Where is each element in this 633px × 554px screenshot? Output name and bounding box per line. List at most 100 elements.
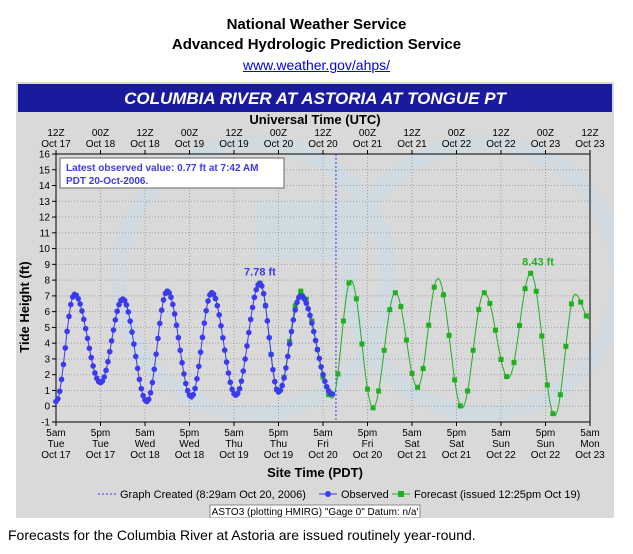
hydrograph-panel: COLUMBIA RIVER AT ASTORIA AT TONGUE PT U…: [16, 82, 614, 518]
forecast-point: [568, 301, 574, 307]
x-tick-label: 5pm: [358, 428, 377, 439]
observed-point: [175, 334, 182, 341]
observed-point: [99, 378, 106, 384]
x-tick-label: Oct 18: [175, 450, 205, 461]
legend: Graph Created (8:29am Oct 20, 2006) Obse…: [98, 489, 580, 518]
y-tick-label: -1: [41, 418, 50, 429]
top-tick-label: Oct 22: [442, 139, 472, 150]
forecast-point: [517, 323, 523, 329]
x-tick-label: Oct 19: [219, 450, 249, 461]
x-axis-label: Site Time (PDT): [267, 465, 363, 480]
forecast-point: [522, 286, 528, 292]
forecast-point: [457, 403, 463, 409]
y-tick-label: 1: [44, 386, 50, 397]
top-tick-label: Oct 19: [219, 139, 249, 150]
x-tick-label: 5pm: [180, 428, 199, 439]
forecast-point: [292, 303, 298, 309]
observed-point: [244, 343, 250, 349]
forecast-point: [476, 307, 482, 313]
forecast-point: [387, 307, 393, 313]
observed-point: [283, 365, 289, 371]
x-tick-label: Mon: [580, 439, 599, 450]
observed-point: [309, 320, 315, 326]
top-tick-label: Oct 18: [130, 139, 160, 150]
observed-point: [153, 351, 159, 357]
x-tick-label: Wed: [179, 439, 199, 450]
forecast-point: [511, 360, 517, 366]
y-tick-label: 2: [44, 370, 50, 381]
forecast-point: [528, 270, 534, 276]
observed-point: [318, 364, 324, 370]
observed-point: [75, 295, 82, 302]
top-tick-label: Oct 21: [353, 139, 383, 150]
observed-point: [145, 396, 152, 403]
top-tick-label: 12Z: [47, 128, 64, 139]
latest-observed-box: [59, 157, 285, 189]
x-tick-label: 5pm: [536, 428, 555, 439]
forecast-point: [365, 386, 370, 392]
observed-point: [134, 365, 141, 372]
forecast-point: [370, 405, 376, 411]
x-tick-label: Sun: [492, 439, 510, 450]
observed-point: [60, 361, 67, 368]
observed-point: [192, 385, 198, 392]
observed-point: [105, 358, 111, 365]
observed-point: [127, 318, 133, 324]
y-tick-label: 14: [39, 181, 51, 192]
top-tick-label: 00Z: [359, 128, 376, 139]
top-tick-label: Oct 20: [308, 139, 338, 150]
top-tick-label: Oct 20: [264, 139, 294, 150]
y-tick-label: 16: [39, 150, 51, 161]
y-tick-label: 4: [44, 339, 50, 350]
observed-point: [294, 299, 300, 306]
observed-point: [266, 334, 273, 341]
top-tick-label: Oct 22: [486, 139, 516, 150]
observed-point: [114, 308, 120, 315]
forecast-point: [481, 290, 487, 296]
observed-point: [227, 379, 234, 386]
observed-point: [240, 368, 247, 374]
peak-annotation: 7.78 ft: [244, 267, 276, 279]
station-info: ASTO3 (plotting HMIRG) "Gage 0" Datum: n…: [212, 507, 419, 518]
latest-observed-text: PDT 20-Oct-2006.: [66, 176, 148, 187]
forecast-point: [492, 327, 498, 333]
x-tick-label: Oct 22: [531, 450, 561, 461]
observed-point: [284, 353, 291, 360]
forecast-point: [420, 366, 426, 372]
y-tick-label: 10: [39, 244, 51, 255]
forecast-point: [446, 332, 452, 338]
observed-point: [201, 320, 208, 326]
top-tick-label: 00Z: [92, 128, 109, 139]
top-tick-label: Oct 23: [531, 139, 561, 150]
top-tick-label: Oct 19: [175, 139, 205, 150]
top-tick-label: 00Z: [448, 128, 465, 139]
forecast-point: [426, 322, 432, 328]
observed-point: [168, 294, 174, 301]
forecast-point: [353, 296, 359, 302]
observed-point: [170, 301, 176, 308]
x-tick-label: Sun: [537, 439, 555, 450]
forecast-point: [470, 347, 476, 353]
forecast-point: [392, 290, 398, 296]
legend-observed-marker: [325, 491, 331, 497]
x-tick-label: Tue: [48, 439, 65, 450]
observed-point: [270, 366, 276, 373]
top-tick-label: 12Z: [581, 128, 598, 139]
observed-point: [292, 307, 298, 313]
top-tick-label: 12Z: [136, 128, 153, 139]
observed-point: [312, 337, 319, 344]
observed-point: [90, 363, 96, 369]
observed-point: [182, 380, 189, 387]
ahps-link[interactable]: www.weather.gov/ahps/: [242, 57, 391, 73]
observed-point: [221, 347, 228, 353]
observed-point: [68, 301, 74, 308]
forecast-point: [557, 392, 563, 398]
observed-point: [116, 301, 122, 308]
observed-point: [225, 370, 232, 376]
y-tick-label: 11: [40, 228, 51, 239]
forecast-point: [504, 374, 510, 380]
y-tick-label: 6: [44, 307, 50, 318]
observed-point: [132, 353, 139, 360]
observed-point: [86, 345, 93, 352]
forecast-point: [498, 356, 504, 362]
